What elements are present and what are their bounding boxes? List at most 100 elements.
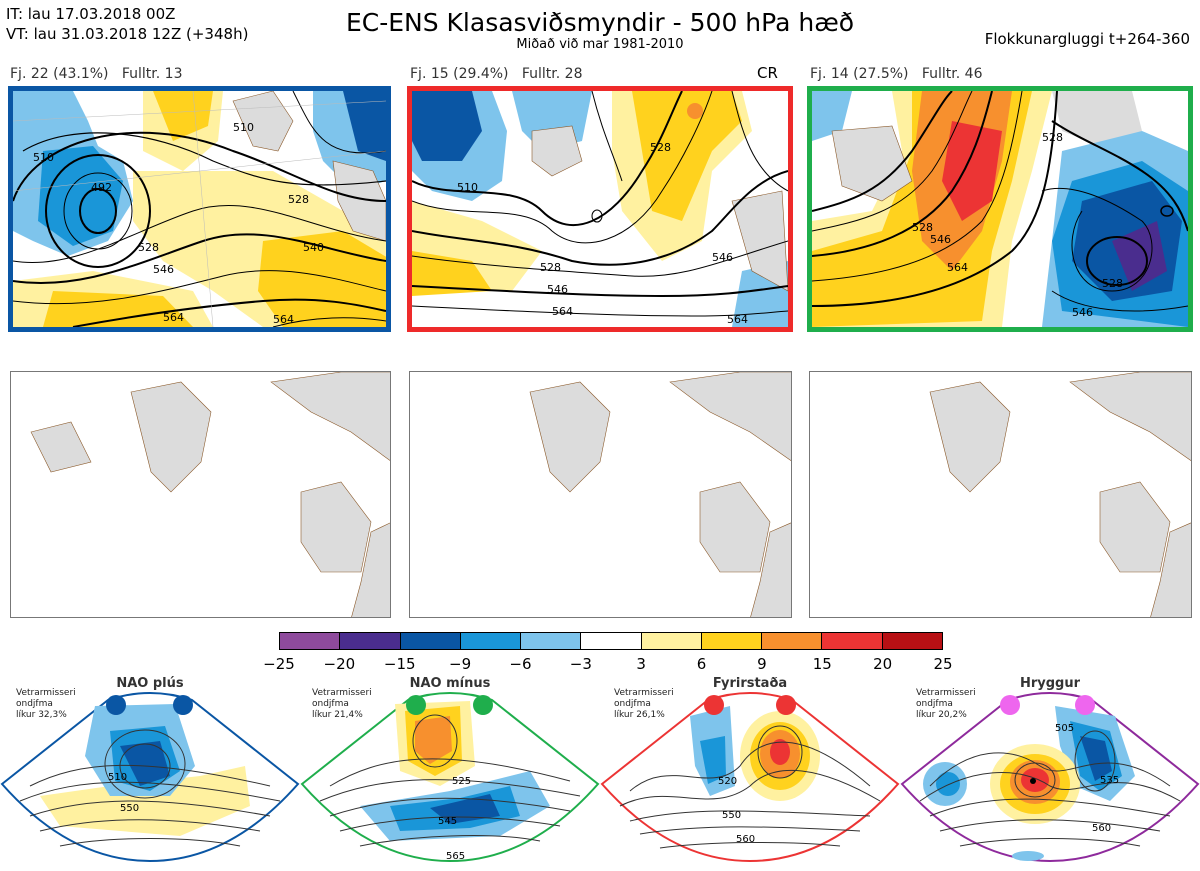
regime-nao-minus: 525 545 565 NAO mínus Vetrarmisseri ondj… — [300, 676, 600, 871]
cluster-map-3-graphic: 528 528 546 564 528 546 — [812, 91, 1188, 327]
base-map-2 — [409, 371, 792, 618]
colorbar-tick-label: 3 — [636, 655, 646, 673]
contour-label: 528 — [1042, 131, 1063, 144]
colorbar-segment — [822, 633, 883, 649]
panel-2-label: Fj. 15 (29.4%) Fulltr. 28 — [410, 66, 583, 82]
regime-blocking-note: Vetrarmisseri ondjfma líkur 26,1% — [614, 688, 674, 720]
colorbar-tick-label: −25 — [263, 655, 295, 673]
colorbar-tick-label: −15 — [383, 655, 416, 673]
contour-label: 510 — [108, 772, 127, 783]
base-map-1-graphic — [30, 372, 390, 617]
regime-blocking: 520 550 560 Fyrirstaða Vetrarmisseri ond… — [600, 676, 900, 871]
colorbar-segment — [641, 633, 702, 649]
contour-label: 564 — [727, 313, 748, 326]
regime-blocking-dot-1 — [704, 695, 724, 715]
regime-map: 510 550 — [0, 692, 300, 863]
panel-3-label: Fj. 14 (27.5%) Fulltr. 46 — [810, 66, 983, 82]
colorbar-tick-label: −6 — [509, 655, 532, 673]
valid-time: VT: lau 31.03.2018 12Z (+348h) — [6, 25, 249, 43]
contour-label: 505 — [1055, 723, 1074, 734]
colorbar-segment — [340, 633, 401, 649]
contour-label: 520 — [718, 776, 737, 787]
contour-label: 564 — [552, 305, 573, 318]
contour-label: 560 — [1092, 823, 1111, 834]
contour-label: 565 — [446, 851, 465, 862]
colorbar-tick-label: 25 — [933, 655, 953, 673]
contour-label: 492 — [91, 181, 112, 194]
regime-nao-plus: 510 550 NAO plús Vetrarmisseri ondjfma l… — [0, 676, 300, 871]
regime-ridge-title: Hryggur — [1019, 676, 1081, 691]
cluster-map-2-graphic: 510 528 528 546 564 546 564 — [412, 91, 788, 327]
colorbar-segment — [581, 633, 642, 649]
regime-ridge: 505 535 560 Hryggur Vetrarmisseri ondjfm… — [900, 676, 1200, 871]
regime-blocking-title: Fyrirstaða — [712, 676, 788, 691]
regime-map: 505 535 560 — [900, 692, 1200, 863]
contour-label: 564 — [163, 311, 184, 324]
base-map-3 — [809, 371, 1192, 618]
regime-map: 520 550 560 — [600, 692, 900, 863]
colorbar-tick-label: −20 — [323, 655, 356, 673]
base-map-1 — [10, 371, 391, 618]
anomaly-colorbar — [279, 632, 943, 650]
contour-label: 540 — [303, 241, 324, 254]
regime-nao-minus-title: NAO mínus — [409, 676, 491, 691]
contour-label: 528 — [288, 193, 309, 206]
colorbar-segment — [280, 633, 341, 649]
contour-label: 545 — [438, 816, 457, 827]
contour-label: 546 — [1072, 306, 1093, 319]
colorbar-segment — [701, 633, 763, 649]
contour-label: 528 — [540, 261, 561, 274]
colorbar-tick-label: −9 — [449, 655, 472, 673]
initial-time: IT: lau 17.03.2018 00Z — [6, 5, 176, 23]
colorbar-tick-label: 15 — [812, 655, 832, 673]
colorbar-segment — [400, 633, 461, 649]
contour-label: 535 — [1100, 775, 1119, 786]
contour-label: 546 — [930, 233, 951, 246]
cluster-map-3: 528 528 546 564 528 546 — [807, 86, 1193, 332]
colorbar-segment — [762, 633, 823, 649]
regime-nao-minus-note: Vetrarmisseri ondjfma líkur 21,4% — [312, 688, 372, 720]
page-title: EC-ENS Klasasviðsmyndir - 500 hPa hæð — [345, 8, 855, 37]
contour-label: 560 — [736, 834, 755, 845]
contour-label: 564 — [273, 313, 294, 326]
contour-label: 528 — [912, 221, 933, 234]
header-times: IT: lau 17.03.2018 00Z VT: lau 31.03.201… — [6, 4, 248, 44]
classification-window: Flokkunargluggi t+264-360 — [984, 30, 1190, 48]
cluster-map-1-graphic: 510 510 492 528 546 540 528 564 564 — [13, 91, 386, 327]
cluster-map-2: 510 528 528 546 564 546 564 — [407, 86, 793, 332]
contour-label: 525 — [452, 776, 471, 787]
regime-nao-minus-dot-1 — [406, 695, 426, 715]
contour-label: 510 — [33, 151, 54, 164]
cluster-map-1: 510 510 492 528 546 540 528 564 564 — [8, 86, 391, 332]
contour-label: 550 — [120, 803, 139, 814]
contour-label: 528 — [138, 241, 159, 254]
regime-nao-plus-note: Vetrarmisseri ondjfma líkur 32,3% — [16, 688, 76, 720]
regime-nao-plus-title: NAO plús — [116, 676, 184, 691]
colorbar-tick-label: 9 — [757, 655, 767, 673]
regime-blocking-dot-2 — [776, 695, 796, 715]
regime-ridge-dot-2 — [1075, 695, 1095, 715]
page-subtitle: Miðað við mar 1981-2010 — [516, 37, 684, 52]
regime-ridge-dot-1 — [1000, 695, 1020, 715]
regime-map: 525 545 565 — [300, 692, 600, 863]
regime-nao-minus-dot-2 — [473, 695, 493, 715]
contour-label: 550 — [722, 810, 741, 821]
colorbar-segment — [882, 633, 942, 649]
contour-label: 510 — [233, 121, 254, 134]
regime-ridge-note: Vetrarmisseri ondjfma líkur 20,2% — [916, 688, 976, 720]
base-map-2-graphic — [529, 372, 791, 617]
contour-label: 546 — [153, 263, 174, 276]
colorbar-segment — [521, 633, 582, 649]
contour-label: 528 — [650, 141, 671, 154]
contour-label: 528 — [1102, 277, 1123, 290]
panel-2-tag: CR — [757, 64, 778, 82]
regime-nao-plus-dot-2 — [173, 695, 193, 715]
base-map-3-graphic — [929, 372, 1191, 617]
colorbar-tick-label: 20 — [873, 655, 893, 673]
contour-label: 564 — [947, 261, 968, 274]
colorbar-tick-label: 6 — [696, 655, 707, 673]
contour-label: 546 — [712, 251, 733, 264]
contour-label: 510 — [457, 181, 478, 194]
contour-label: 546 — [547, 283, 568, 296]
panel-1-label: Fj. 22 (43.1%) Fulltr. 13 — [10, 66, 183, 82]
